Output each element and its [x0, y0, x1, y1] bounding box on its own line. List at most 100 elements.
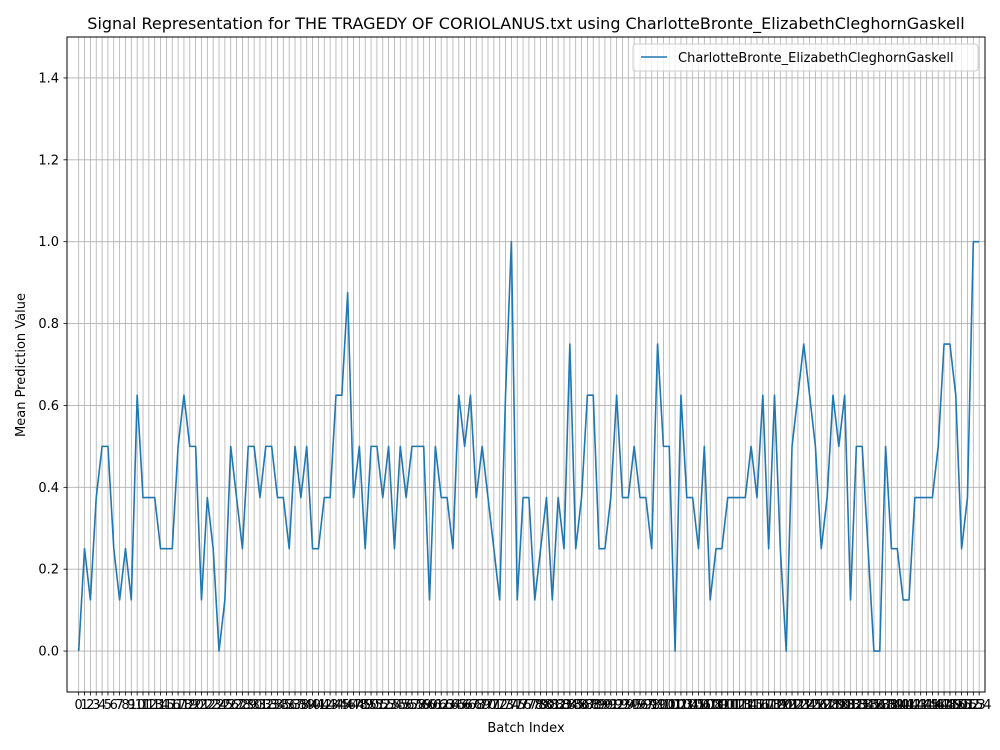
x-tick-label: 92 — [608, 698, 625, 713]
x-tick-label: 45 — [334, 698, 351, 713]
x-tick-label: 22 — [199, 698, 216, 713]
x-tick-label: 14 — [152, 698, 169, 713]
x-tick-label: 143 — [902, 698, 927, 713]
x-tick-label: 61 — [427, 698, 444, 713]
x-tick-label: 47 — [345, 698, 362, 713]
x-tick-label: 59 — [415, 698, 432, 713]
x-tick-label: 104 — [674, 698, 699, 713]
x-axis-ticks: 0123456789101112131415161718192021222324… — [75, 692, 992, 713]
x-tick-label: 129 — [821, 698, 846, 713]
x-tick-label: 108 — [698, 698, 723, 713]
x-tick-label: 90 — [597, 698, 614, 713]
x-tick-label: 87 — [579, 698, 596, 713]
y-gridlines — [67, 77, 985, 652]
x-tick-label: 8 — [121, 698, 129, 713]
x-tick-label: 2 — [86, 698, 94, 713]
x-tick-label: 11 — [135, 698, 152, 713]
x-tick-label: 51 — [369, 698, 386, 713]
x-tick-label: 117 — [750, 698, 775, 713]
x-tick-label: 138 — [873, 698, 898, 713]
x-tick-label: 83 — [556, 698, 573, 713]
x-tick-label: 28 — [234, 698, 251, 713]
x-tick-label: 125 — [797, 698, 822, 713]
x-tick-label: 98 — [643, 698, 660, 713]
y-tick-label: 1.4 — [38, 71, 59, 86]
legend-entry-label: CharlotteBronte_ElizabethCleghornGaskell — [678, 51, 954, 66]
x-tick-label: 114 — [733, 698, 758, 713]
x-tick-label: 1 — [80, 698, 88, 713]
x-tick-label: 139 — [879, 698, 904, 713]
x-tick-label: 124 — [791, 698, 816, 713]
x-tick-label: 105 — [680, 698, 705, 713]
x-tick-label: 109 — [704, 698, 729, 713]
x-tick-label: 18 — [176, 698, 193, 713]
x-tick-label: 27 — [228, 698, 245, 713]
x-tick-label: 96 — [632, 698, 649, 713]
x-tick-label: 60 — [421, 698, 438, 713]
x-tick-label: 48 — [351, 698, 368, 713]
x-tick-label: 0 — [75, 698, 83, 713]
x-tick-label: 4 — [98, 698, 106, 713]
plot-frame — [66, 36, 986, 693]
x-tick-label: 122 — [780, 698, 805, 713]
x-tick-label: 100 — [651, 698, 676, 713]
series-group — [77, 240, 980, 652]
x-tick-label: 126 — [803, 698, 828, 713]
x-tick-label: 30 — [246, 698, 263, 713]
x-tick-label: 141 — [891, 698, 916, 713]
x-tick-label: 147 — [926, 698, 951, 713]
x-tick-label: 77 — [521, 698, 538, 713]
x-tick-label: 46 — [339, 698, 356, 713]
x-tick-label: 32 — [258, 698, 275, 713]
x-tick-label: 101 — [657, 698, 682, 713]
x-gridlines — [78, 37, 980, 692]
x-tick-label: 74 — [503, 698, 520, 713]
x-tick-label: 23 — [205, 698, 222, 713]
x-tick-label: 39 — [298, 698, 315, 713]
x-tick-label: 35 — [275, 698, 292, 713]
x-tick-label: 121 — [774, 698, 799, 713]
x-tick-label: 52 — [374, 698, 391, 713]
x-tick-label: 79 — [532, 698, 549, 713]
x-tick-label: 103 — [669, 698, 694, 713]
x-axis-label: Batch Index — [487, 721, 565, 736]
x-tick-label: 110 — [709, 698, 734, 713]
x-tick-label: 89 — [591, 698, 608, 713]
series-line — [77, 240, 980, 652]
x-tick-label: 86 — [573, 698, 590, 713]
x-tick-label: 36 — [281, 698, 298, 713]
x-tick-label: 29 — [240, 698, 257, 713]
x-tick-label: 71 — [486, 698, 503, 713]
y-tick-label: 0.4 — [38, 481, 59, 496]
x-tick-label: 67 — [462, 698, 479, 713]
x-tick-label: 140 — [885, 698, 910, 713]
x-tick-label: 134 — [850, 698, 875, 713]
x-tick-label: 137 — [867, 698, 892, 713]
x-tick-label: 151 — [949, 698, 974, 713]
x-tick-label: 15 — [158, 698, 175, 713]
x-tick-label: 80 — [538, 698, 555, 713]
x-tick-label: 82 — [550, 698, 567, 713]
x-tick-label: 34 — [269, 698, 286, 713]
x-tick-label: 38 — [293, 698, 310, 713]
x-tick-label: 20 — [187, 698, 204, 713]
x-tick-label: 25 — [217, 698, 234, 713]
x-tick-label: 132 — [838, 698, 863, 713]
x-tick-label: 42 — [316, 698, 333, 713]
x-tick-label: 145 — [914, 698, 939, 713]
legend-box — [632, 43, 979, 72]
x-tick-label: 7 — [115, 698, 123, 713]
x-tick-label: 130 — [826, 698, 851, 713]
x-tick-label: 12 — [141, 698, 158, 713]
x-tick-label: 5 — [104, 698, 112, 713]
x-tick-label: 41 — [310, 698, 327, 713]
x-tick-label: 58 — [410, 698, 427, 713]
x-tick-label: 123 — [785, 698, 810, 713]
x-tick-label: 57 — [404, 698, 421, 713]
x-tick-label: 136 — [861, 698, 886, 713]
x-tick-label: 153 — [961, 698, 986, 713]
x-tick-label: 6 — [110, 698, 118, 713]
x-tick-label: 120 — [768, 698, 793, 713]
x-tick-label: 65 — [450, 698, 467, 713]
x-tick-label: 94 — [620, 698, 637, 713]
